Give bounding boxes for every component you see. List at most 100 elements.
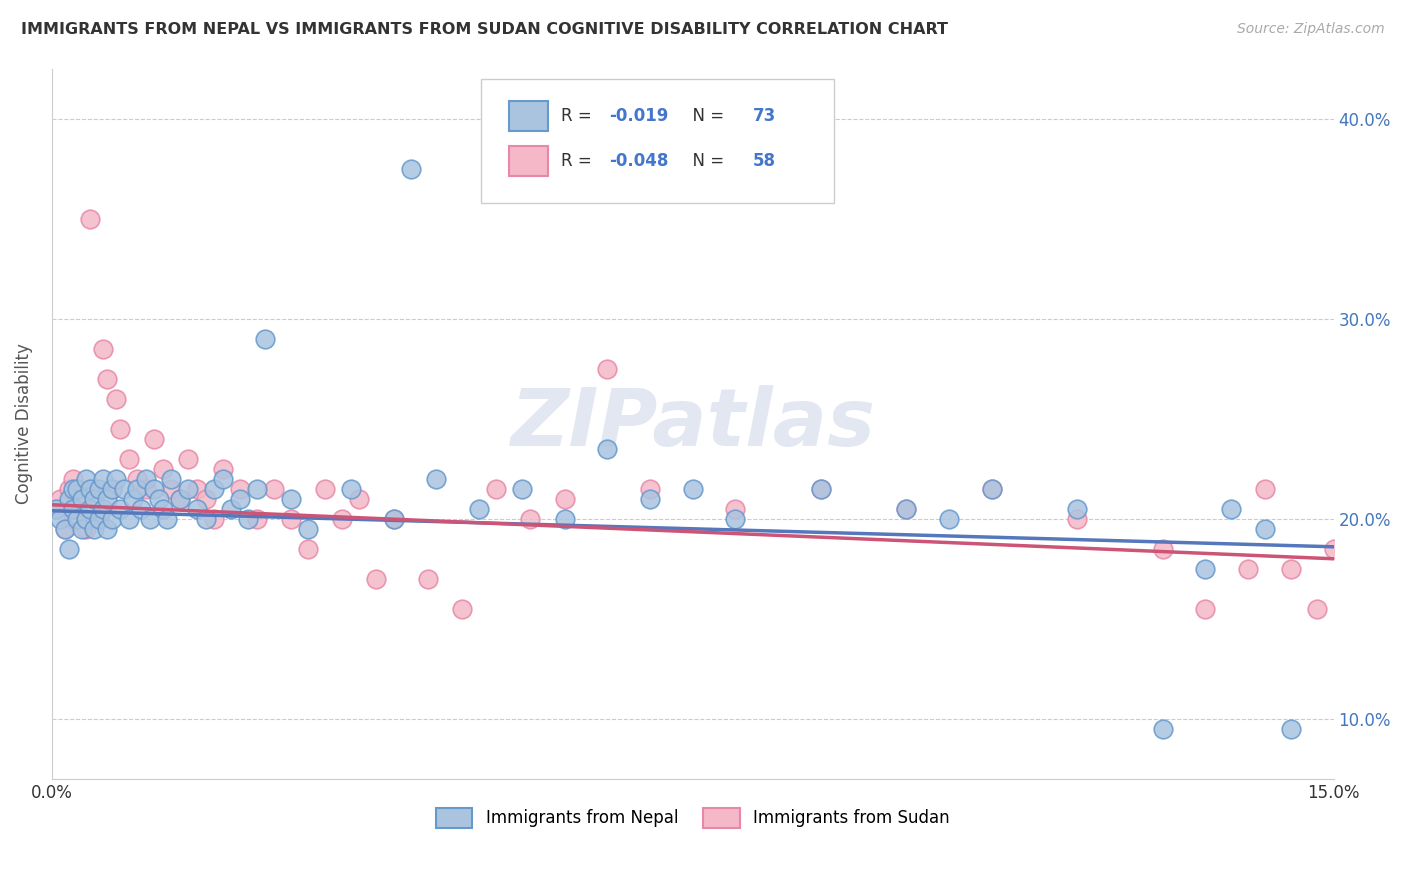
Point [724, 501, 747, 516]
Point [100, 482, 122, 496]
Point [79, 211, 101, 226]
Point [280, 512, 302, 526]
Point [83, 482, 105, 496]
Point [75, 522, 97, 536]
Point [70, 522, 93, 536]
Point [519, 512, 541, 526]
Point [148, 491, 170, 506]
Point [1237, 562, 1260, 576]
Text: ZIPatlas: ZIPatlas [510, 384, 875, 463]
Point [62, 512, 84, 526]
Point [118, 512, 141, 526]
Point [96, 372, 118, 386]
Point [297, 522, 319, 536]
Point [596, 361, 619, 376]
Point [202, 482, 225, 496]
Point [382, 512, 405, 526]
Point [45, 501, 67, 516]
Point [451, 602, 474, 616]
Point [1194, 562, 1216, 576]
Point [1194, 602, 1216, 616]
Point [100, 482, 122, 496]
Point [49, 512, 72, 526]
FancyBboxPatch shape [481, 79, 834, 203]
Point [100, 512, 122, 526]
Point [79, 501, 101, 516]
Point [238, 512, 260, 526]
Point [254, 332, 277, 346]
Point [58, 482, 80, 496]
Point [104, 472, 127, 486]
Point [156, 512, 179, 526]
Text: 73: 73 [754, 107, 776, 125]
Text: R =: R = [561, 107, 596, 125]
Point [194, 491, 217, 506]
Legend: Immigrants from Nepal, Immigrants from Sudan: Immigrants from Nepal, Immigrants from S… [429, 801, 956, 835]
Point [1152, 722, 1174, 736]
Point [553, 512, 575, 526]
Point [1254, 482, 1277, 496]
Point [485, 482, 508, 496]
Point [896, 501, 918, 516]
Point [468, 501, 491, 516]
Text: N =: N = [682, 107, 730, 125]
Point [1323, 541, 1346, 556]
Point [143, 432, 166, 446]
Point [724, 512, 747, 526]
Point [131, 501, 153, 516]
Point [314, 482, 336, 496]
Point [194, 512, 217, 526]
Point [297, 541, 319, 556]
Point [638, 491, 661, 506]
Point [896, 501, 918, 516]
Text: Source: ZipAtlas.com: Source: ZipAtlas.com [1237, 22, 1385, 37]
Point [330, 512, 353, 526]
Point [87, 512, 110, 526]
Point [122, 491, 145, 506]
Point [49, 491, 72, 506]
Point [135, 482, 157, 496]
Point [112, 482, 135, 496]
Point [980, 482, 1002, 496]
Point [70, 491, 93, 506]
Point [246, 482, 269, 496]
Point [186, 482, 208, 496]
Point [229, 482, 252, 496]
Text: -0.048: -0.048 [609, 152, 669, 169]
Point [58, 491, 80, 506]
Point [139, 512, 162, 526]
Point [638, 482, 661, 496]
Point [53, 522, 76, 536]
Point [62, 482, 84, 496]
Point [91, 501, 114, 516]
Point [246, 512, 269, 526]
Text: -0.019: -0.019 [609, 107, 669, 125]
Point [83, 491, 105, 506]
FancyBboxPatch shape [509, 146, 548, 176]
Point [1220, 501, 1243, 516]
Point [202, 512, 225, 526]
Point [980, 482, 1002, 496]
Point [810, 482, 832, 496]
Point [58, 541, 80, 556]
Point [70, 491, 93, 506]
Point [416, 572, 439, 586]
Point [160, 472, 183, 486]
Point [366, 572, 388, 586]
Point [425, 472, 447, 486]
Point [66, 482, 89, 496]
Point [96, 522, 118, 536]
Text: IMMIGRANTS FROM NEPAL VS IMMIGRANTS FROM SUDAN COGNITIVE DISABILITY CORRELATION : IMMIGRANTS FROM NEPAL VS IMMIGRANTS FROM… [21, 22, 948, 37]
Point [399, 161, 422, 176]
Text: R =: R = [561, 152, 596, 169]
Point [45, 501, 67, 516]
Point [62, 472, 84, 486]
Point [219, 501, 242, 516]
Point [553, 491, 575, 506]
Point [169, 491, 191, 506]
Point [75, 512, 97, 526]
Point [177, 482, 200, 496]
Point [186, 501, 208, 516]
Point [87, 482, 110, 496]
Point [1279, 562, 1302, 576]
